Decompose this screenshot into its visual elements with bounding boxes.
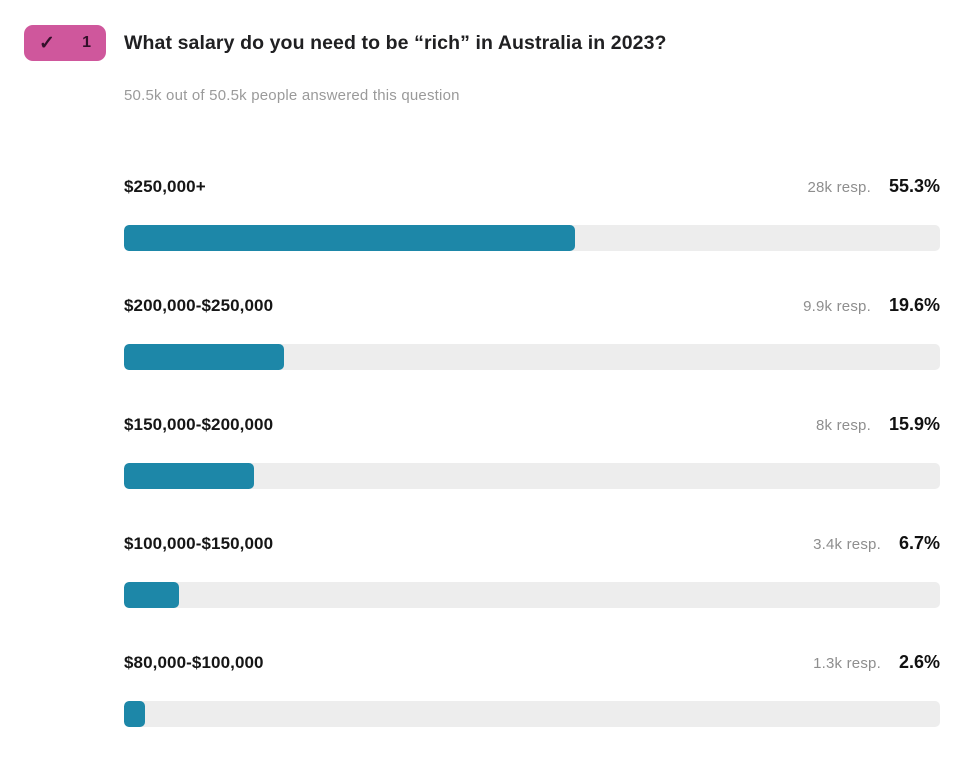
result-row-header: $150,000-$200,000 8k resp. 15.9% bbox=[124, 414, 940, 435]
bar-fill bbox=[124, 344, 284, 370]
result-values: 3.4k resp. 6.7% bbox=[813, 533, 940, 554]
bar-track bbox=[124, 701, 940, 727]
answer-label: $100,000-$150,000 bbox=[124, 534, 274, 553]
result-row[interactable]: $150,000-$200,000 8k resp. 15.9% bbox=[124, 414, 940, 489]
result-values: 28k resp. 55.3% bbox=[807, 176, 940, 197]
response-count: 1.3k resp. bbox=[813, 655, 881, 672]
answer-label: $200,000-$250,000 bbox=[124, 296, 274, 315]
percent-value: 2.6% bbox=[898, 652, 940, 672]
bar-fill bbox=[124, 463, 254, 489]
answered-summary: 50.5k out of 50.5k people answered this … bbox=[124, 87, 460, 104]
result-row-header: $250,000+ 28k resp. 55.3% bbox=[124, 176, 940, 197]
percent-value: 55.3% bbox=[888, 176, 940, 196]
answer-label: $80,000-$100,000 bbox=[124, 653, 264, 672]
bar-track bbox=[124, 463, 940, 489]
bar-fill bbox=[124, 582, 179, 608]
percent-value: 15.9% bbox=[888, 414, 940, 434]
result-values: 8k resp. 15.9% bbox=[816, 414, 940, 435]
bar-track bbox=[124, 225, 940, 251]
result-row-header: $100,000-$150,000 3.4k resp. 6.7% bbox=[124, 533, 940, 554]
result-row-header: $80,000-$100,000 1.3k resp. 2.6% bbox=[124, 652, 940, 673]
question-title: What salary do you need to be “rich” in … bbox=[124, 31, 667, 54]
result-values: 1.3k resp. 2.6% bbox=[813, 652, 940, 673]
response-count: 28k resp. bbox=[807, 179, 871, 196]
answer-label: $250,000+ bbox=[124, 177, 206, 196]
response-count: 3.4k resp. bbox=[813, 536, 881, 553]
result-row-header: $200,000-$250,000 9.9k resp. 19.6% bbox=[124, 295, 940, 316]
result-row[interactable]: $100,000-$150,000 3.4k resp. 6.7% bbox=[124, 533, 940, 608]
bar-fill bbox=[124, 225, 576, 251]
question-header: ✓ 1 What salary do you need to be “rich”… bbox=[0, 0, 980, 61]
question-number-badge: ✓ 1 bbox=[24, 25, 106, 61]
answer-label: $150,000-$200,000 bbox=[124, 415, 274, 434]
response-count: 8k resp. bbox=[815, 417, 871, 434]
result-row[interactable]: $250,000+ 28k resp. 55.3% bbox=[124, 176, 940, 251]
response-count: 9.9k resp. bbox=[803, 298, 871, 315]
result-row[interactable]: $80,000-$100,000 1.3k resp. 2.6% bbox=[124, 652, 940, 727]
check-icon: ✓ bbox=[39, 32, 55, 54]
question-number: 1 bbox=[82, 34, 91, 51]
percent-value: 6.7% bbox=[898, 533, 940, 553]
result-row[interactable]: $200,000-$250,000 9.9k resp. 19.6% bbox=[124, 295, 940, 370]
result-values: 9.9k resp. 19.6% bbox=[803, 295, 940, 316]
bar-fill bbox=[124, 701, 146, 727]
bar-track bbox=[124, 344, 940, 370]
bar-track bbox=[124, 582, 940, 608]
results-list: $250,000+ 28k resp. 55.3% $200,000-$250,… bbox=[124, 176, 940, 727]
percent-value: 19.6% bbox=[888, 295, 940, 315]
